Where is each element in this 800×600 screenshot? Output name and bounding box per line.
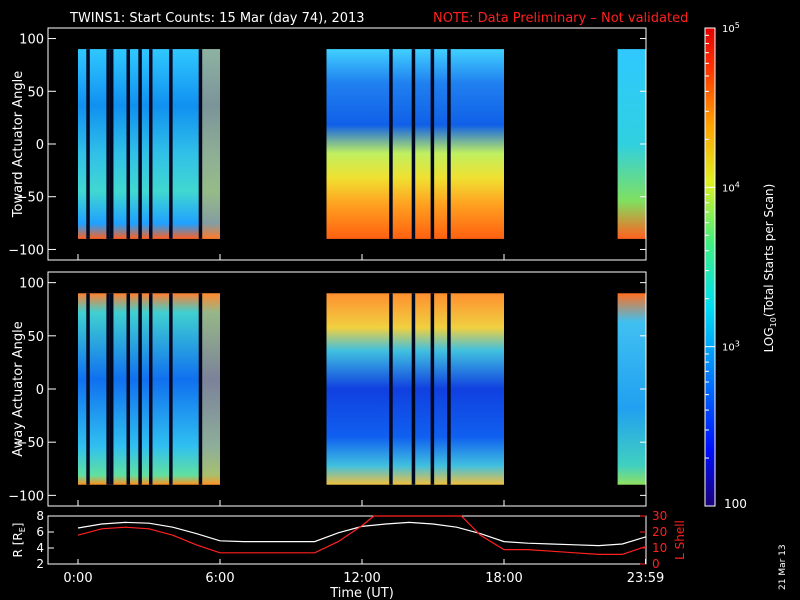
- data-gap: [106, 49, 110, 239]
- orbit-left-axis-label: R [RE]: [11, 523, 27, 558]
- colorbar-gradient: [704, 27, 716, 507]
- colorbar-tick-label: 104: [722, 180, 740, 194]
- data-gap: [126, 49, 131, 239]
- colorbar-axis-label: LOG10(Total Starts per Scan): [762, 184, 778, 353]
- x-tick-label: 12:00: [343, 571, 380, 586]
- data-gap: [389, 49, 393, 239]
- data-gap: [109, 293, 114, 485]
- data-gap: [389, 293, 393, 485]
- y-tick-label: 100: [19, 277, 44, 292]
- r-series-line: [77, 521, 647, 547]
- data-gap: [86, 293, 90, 485]
- y-tick-label: −100: [8, 489, 44, 504]
- data-gap: [447, 293, 451, 485]
- y-tick-label: 0: [36, 383, 44, 398]
- away-angle-panel: 100 50 0 −50 −100 Away Actuator Angle: [8, 271, 647, 507]
- data-gap: [106, 293, 110, 485]
- heatmap-streak: [198, 49, 220, 239]
- orbit-left-tick-label: 4: [36, 541, 44, 555]
- y-axis-label: Toward Actuator Angle: [11, 71, 26, 218]
- orbit-right-tick-label: 30: [652, 509, 667, 523]
- y-tick-label: 50: [27, 85, 44, 100]
- orbit-right-tick-label: 20: [652, 525, 667, 539]
- data-gap: [126, 293, 131, 485]
- toward-angle-panel: 100 50 0 −50 −100 Toward Actuator Angle: [8, 27, 647, 261]
- colorbar: 100 103 104 105 LOG10(Total Starts per Sca…: [704, 21, 778, 511]
- data-gap: [149, 293, 153, 485]
- data-gap: [198, 293, 203, 485]
- data-gap: [430, 293, 435, 485]
- data-gap: [411, 49, 416, 239]
- data-gap: [411, 293, 416, 485]
- y-tick-label: 50: [27, 330, 44, 345]
- orbit-left-tick-label: 6: [36, 525, 44, 539]
- preliminary-note: NOTE: Data Preliminary – Not validated: [433, 11, 688, 26]
- orbit-right-tick-label: 0: [652, 557, 660, 571]
- x-tick-label: 23:59: [627, 571, 664, 586]
- data-gap: [138, 49, 142, 239]
- data-gap: [138, 293, 142, 485]
- heatmap-streak: [198, 293, 220, 485]
- y-tick-label: 100: [19, 33, 44, 48]
- data-gap: [169, 293, 173, 485]
- data-gap: [149, 49, 153, 239]
- y-tick-label: −50: [17, 436, 44, 451]
- x-tick-label: 6:00: [205, 571, 234, 586]
- orbit-right-tick-label: 10: [652, 541, 667, 555]
- colorbar-tick-label: 105: [722, 21, 740, 35]
- orbit-left-tick-label: 8: [36, 509, 44, 523]
- colorbar-tick-label-100: 100: [724, 497, 747, 511]
- orbit-panel: 2 4 6 8 0 10 20 30 0:00 6:00 12:00 18:00 23:59 Time (…: [11, 509, 687, 600]
- date-stamp: 21 Mar 13: [778, 544, 788, 590]
- figure-title: TWINS1: Start Counts: 15 Mar (day 74), 2…: [69, 11, 365, 26]
- data-gap: [169, 49, 173, 239]
- heatmap-segment: [326, 49, 504, 239]
- y-tick-label: 0: [36, 138, 44, 153]
- x-tick-label: 18:00: [485, 571, 522, 586]
- data-gap: [447, 49, 451, 239]
- heatmap-segment: [326, 293, 504, 485]
- colorbar-tick-label: 103: [722, 340, 740, 354]
- y-tick-label: −50: [17, 191, 44, 206]
- data-gap: [86, 49, 90, 239]
- orbit-left-tick-label: 2: [36, 557, 44, 571]
- data-gap: [198, 49, 203, 239]
- x-tick-label: 0:00: [63, 571, 92, 586]
- lshell-series-line: [77, 515, 647, 556]
- orbit-right-axis-label: L Shell: [673, 520, 687, 560]
- x-axis-label: Time (UT): [329, 586, 394, 600]
- data-gap: [430, 49, 435, 239]
- y-axis-label: Away Actuator Angle: [11, 321, 26, 456]
- data-gap: [109, 49, 114, 239]
- y-tick-label: −100: [8, 243, 44, 258]
- orbit-frame: [47, 515, 647, 565]
